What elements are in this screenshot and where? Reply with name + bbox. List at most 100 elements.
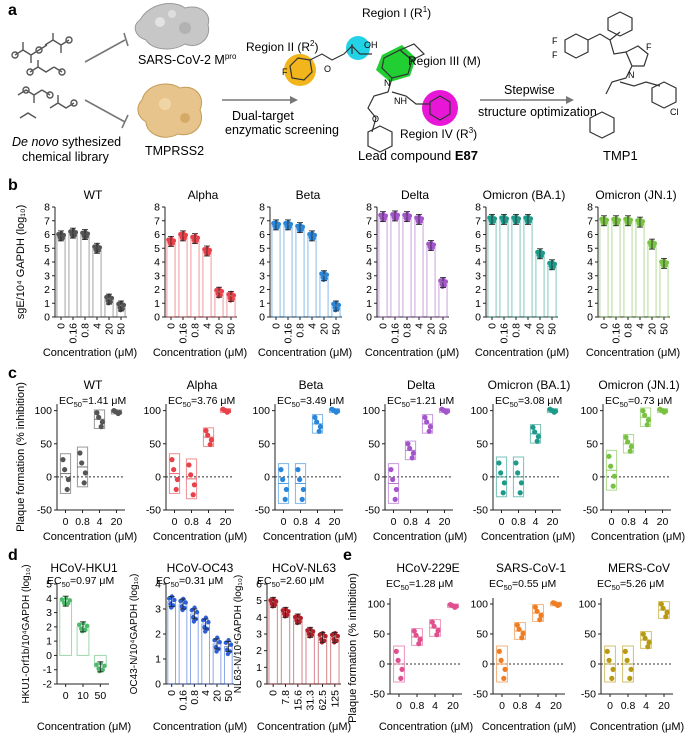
- data-point: [298, 615, 303, 621]
- x-tick-label: 20: [214, 323, 226, 335]
- x-tick-label: 0.8: [295, 323, 307, 338]
- y-tick-label: 5: [154, 243, 160, 255]
- x-axis-label: Concentration (μM): [153, 721, 247, 733]
- x-tick-label: 0: [609, 516, 615, 528]
- data-point: [116, 409, 122, 416]
- x-tick-label: 0: [607, 700, 613, 712]
- y-tick-label: 1: [154, 298, 160, 310]
- ec50-label: EC50=1.28 μM: [386, 578, 453, 592]
- tmp1-atom-f3: F: [646, 42, 652, 52]
- y-tick-label: 100: [367, 599, 385, 611]
- ec50-subscript: 50: [74, 400, 82, 409]
- data-point: [273, 225, 278, 231]
- x-tick-label: 0.16: [499, 323, 511, 344]
- data-point: [321, 277, 326, 283]
- region-i-label: Region I (R1): [362, 5, 431, 20]
- ec50-prefix: EC: [489, 578, 504, 590]
- ec50-label: EC50=0.73 μM: [605, 395, 672, 409]
- data-point: [323, 633, 328, 639]
- data-point: [405, 441, 411, 447]
- y-tick-label: 4: [259, 257, 265, 269]
- bar: [647, 243, 657, 318]
- y-tick-label: 1: [475, 298, 481, 310]
- y-tick-label: 0: [374, 471, 380, 483]
- data-point: [610, 483, 616, 489]
- y-tick-label: 50: [40, 438, 52, 450]
- y-tick-label: 2: [154, 284, 160, 296]
- chart-title: HCoV-229E: [396, 561, 459, 575]
- bar: [59, 600, 73, 656]
- ec50-label: EC50=3.49 μM: [277, 395, 344, 409]
- data-point: [188, 472, 194, 478]
- y-tick-label: 5: [256, 595, 262, 607]
- x-tick-label: 20: [647, 323, 659, 335]
- data-point: [81, 480, 87, 486]
- bar: [271, 224, 281, 318]
- data-point: [61, 232, 67, 238]
- y-tick-label: 50: [586, 438, 598, 450]
- data-point: [62, 466, 68, 473]
- y-tick-label: 3: [155, 604, 161, 616]
- data-point: [183, 232, 189, 238]
- tmp1-structure: [564, 11, 677, 139]
- y-tick-label: 8: [475, 202, 481, 214]
- data-point: [96, 414, 102, 420]
- data-point: [273, 599, 279, 604]
- data-point: [516, 626, 522, 632]
- x-axis-label: Concentration (μM): [365, 347, 459, 359]
- data-point: [190, 492, 196, 498]
- y-tick-label: 0: [44, 312, 50, 324]
- panel-label-b: b: [8, 177, 18, 194]
- y-tick-label: 0: [259, 312, 265, 324]
- y-tick-label: 0: [379, 659, 385, 671]
- chart-title: Omicron (JN.1): [598, 378, 679, 392]
- data-point: [309, 236, 314, 242]
- data-point: [172, 597, 177, 603]
- y-tick-label: 2: [259, 284, 265, 296]
- chemical-library-icon: [11, 33, 78, 119]
- y-tick-label: 0: [482, 471, 488, 483]
- data-point: [606, 453, 612, 459]
- y-tick-label: 2: [155, 629, 161, 641]
- ec50-prefix: EC: [605, 395, 620, 407]
- y-tick-label: 100: [578, 599, 596, 611]
- ec50-value: =5.26 μM: [620, 578, 664, 590]
- ec50-value: =3.49 μM: [300, 395, 344, 407]
- data-point: [314, 419, 320, 425]
- x-axis-label: Concentration (μM): [153, 531, 247, 543]
- data-point: [65, 476, 71, 483]
- y-tick-label: 0: [264, 471, 270, 483]
- y-tick-label: 100: [252, 405, 270, 417]
- y-tick-label: 7: [366, 215, 372, 227]
- ec50-value: =0.31 μM: [179, 575, 223, 587]
- data-point: [106, 301, 111, 306]
- chart-title: Omicron (BA.1): [483, 188, 566, 202]
- data-point: [435, 627, 441, 634]
- x-axis-label: Concentration (μM): [373, 531, 467, 543]
- bar: [68, 232, 78, 318]
- optimization-label-1: Stepwise: [504, 83, 555, 97]
- x-tick-label: 7.8: [280, 690, 292, 705]
- data-point: [300, 486, 306, 493]
- y-tick-label: 2: [587, 284, 593, 296]
- x-axis-label: Concentration (μM): [481, 531, 575, 543]
- y-tick-label: 3: [259, 270, 265, 282]
- data-point: [192, 239, 197, 245]
- screening-label-2: enzymatic screening: [225, 123, 339, 137]
- x-tick-label: 0: [378, 323, 390, 329]
- data-point: [168, 242, 173, 247]
- data-point: [627, 448, 633, 454]
- data-point: [380, 217, 385, 223]
- y-tick-label: 50: [258, 438, 270, 450]
- y-tick-label: 1: [46, 636, 52, 648]
- data-point: [73, 230, 79, 235]
- data-point: [513, 460, 519, 466]
- ec50-prefix: EC: [495, 395, 510, 407]
- x-tick-label: 0: [599, 323, 611, 329]
- x-tick-label: 4: [315, 516, 321, 528]
